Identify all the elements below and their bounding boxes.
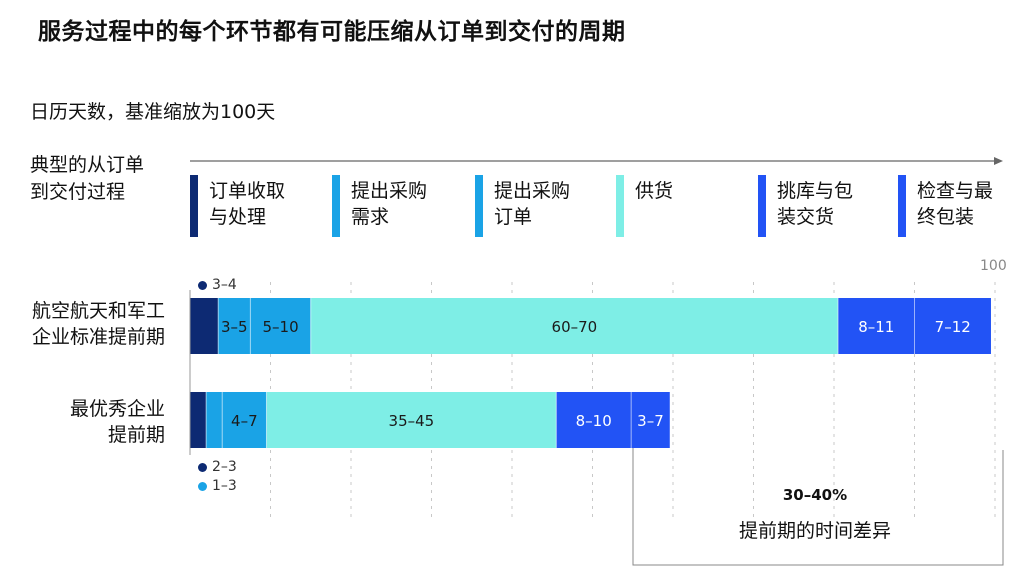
bar-segment (838, 298, 915, 354)
bar-segment (190, 298, 219, 354)
bar-value-label: 4–7 (231, 412, 258, 430)
legend-label: 3–4 (212, 277, 237, 293)
stage-color-bar (475, 175, 483, 237)
legend-label: 2–3 (212, 459, 237, 475)
bar-segment (250, 298, 311, 354)
process-label-line1: 典型的从订单 (30, 154, 145, 176)
bar-value-label: 7–12 (935, 318, 971, 336)
row-label-line1: 最优秀企业 (69, 398, 165, 420)
legend-dot (198, 462, 207, 472)
bar-segment (266, 392, 557, 448)
chart-subtitle: 日历天数，基准缩放为100天 (30, 101, 276, 123)
process-arrow-head (994, 157, 1003, 165)
stage-color-bar (898, 175, 906, 237)
bar-value-label: 3–5 (221, 318, 248, 336)
legend-bottom-item: 1–3 (198, 478, 237, 494)
bar-segment (631, 392, 670, 448)
callout-bracket (632, 448, 1004, 566)
bar-segment (222, 392, 267, 448)
row-label-line2: 提前期 (107, 424, 165, 446)
stage-label-line1: 提出采购 (351, 180, 428, 202)
row-label-aerospace: 航空航天和军工 企业标准提前期 (0, 298, 165, 350)
bar-segment (914, 298, 991, 354)
stage-color-bar (616, 175, 624, 237)
bar-value-label: 8–10 (576, 412, 612, 430)
row-label-line2: 企业标准提前期 (31, 326, 165, 348)
process-label-line2: 到交付过程 (30, 181, 126, 203)
bar-value-label: 60–70 (552, 318, 598, 336)
stage-label-line1: 订单收取 (209, 180, 286, 202)
stage-label-line1: 供货 (635, 180, 674, 202)
stage-label-line2: 需求 (351, 206, 390, 228)
row-label-line1: 航空航天和军工 (31, 300, 165, 322)
bar-segment (556, 392, 632, 448)
axis-max-label: 100 (980, 258, 1007, 274)
bar-value-label: 5–10 (262, 318, 298, 336)
stage-label-line1: 挑库与包 (777, 180, 854, 202)
bar-segment (206, 392, 223, 448)
stage-label-line2: 与处理 (209, 206, 267, 228)
row-label-best-in-class: 最优秀企业 提前期 (0, 396, 165, 448)
process-label: 典型的从订单 到交付过程 (30, 152, 144, 206)
bar-segment (190, 392, 207, 448)
callout-value: 30–40% (782, 486, 848, 504)
stage-label-line2: 订单 (494, 206, 533, 228)
bar-value-label: 8–11 (858, 318, 894, 336)
stage-color-bar (332, 175, 340, 237)
bar-segment (218, 298, 251, 354)
page-title: 服务过程中的每个环节都有可能压缩从订单到交付的周期 (38, 19, 626, 45)
stage-color-bar (190, 175, 198, 237)
callout-text: 提前期的时间差异 (738, 520, 891, 542)
bar-value-label: 35–45 (389, 412, 435, 430)
legend-dot (198, 481, 207, 491)
stage-color-bar (758, 175, 766, 237)
legend-top-item: 3–4 (198, 277, 237, 293)
stage-label-line1: 提出采购 (494, 180, 571, 202)
bar-value-label: 3–7 (637, 412, 664, 430)
stage-label-line1: 检查与最 (917, 180, 994, 202)
stage-label-line2: 终包装 (917, 206, 975, 228)
legend-label: 1–3 (212, 478, 237, 494)
bar-segment (310, 298, 839, 354)
stage-label-line2: 装交货 (777, 206, 835, 228)
legend-bottom-item: 2–3 (198, 459, 237, 475)
legend-dot (198, 280, 207, 290)
